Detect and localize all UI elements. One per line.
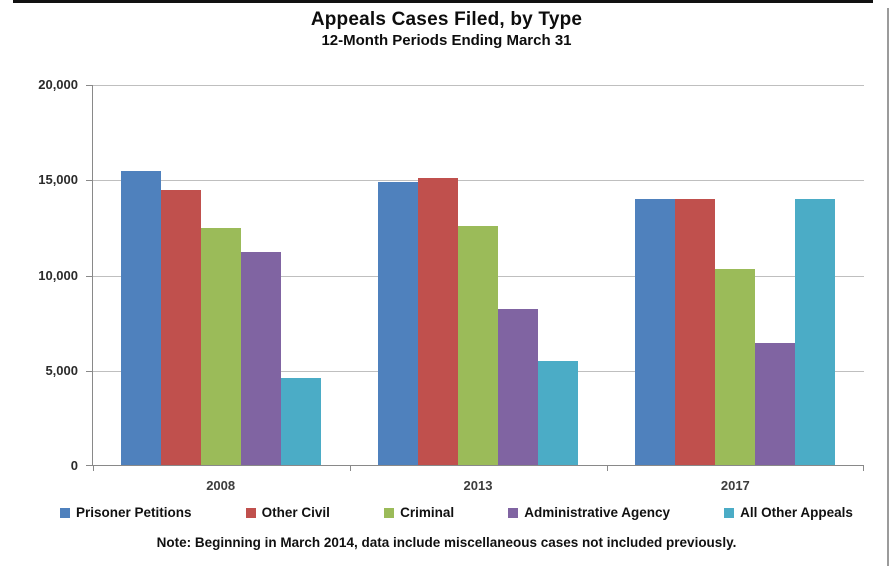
bar-2017-administrative-agency: [755, 343, 796, 465]
legend-label: All Other Appeals: [740, 505, 853, 520]
bar-2008-criminal: [201, 227, 242, 465]
legend-swatch-icon: [724, 507, 735, 518]
chart-title: Appeals Cases Filed, by Type: [310, 9, 583, 30]
top-border-line: [13, 0, 873, 3]
bar-2017-criminal: [715, 269, 756, 465]
legend-item-other-civil: Other Civil: [245, 505, 330, 520]
bar-2008-prisoner-petitions: [121, 170, 162, 465]
y-axis-label-10000: 10,000: [38, 267, 78, 283]
bar-2017-other-civil: [675, 199, 716, 465]
bar-2013-prisoner-petitions: [378, 181, 419, 465]
x-axis-label-2013: 2013: [463, 478, 493, 493]
x-axis-tick-0: [93, 466, 94, 471]
x-axis-line: [93, 465, 864, 466]
legend-item-all-other-appeals: All Other Appeals: [724, 505, 853, 520]
bar-group-2008: [93, 85, 350, 465]
gridline-20000: [93, 85, 864, 86]
bar-2013-other-civil: [418, 178, 459, 465]
bar-2017-all-other-appeals: [795, 199, 836, 465]
legend-label: Prisoner Petitions: [76, 505, 192, 520]
bar-2013-all-other-appeals: [538, 360, 579, 465]
legend-swatch-icon: [245, 507, 256, 518]
y-axis-label-15000: 15,000: [38, 172, 78, 188]
chart-subtitle: 12-Month Periods Ending March 31: [321, 32, 572, 49]
x-axis-label-2017: 2017: [720, 478, 750, 493]
legend-label: Other Civil: [261, 505, 330, 520]
y-axis-label-0: 0: [70, 458, 78, 473]
y-axis-label-5000: 5,000: [45, 362, 78, 378]
chart-note: Note: Beginning in March 2014, data incl…: [156, 535, 737, 550]
plot-area: [86, 85, 864, 471]
legend-label: Criminal: [400, 505, 455, 520]
y-axis-tick-10000: [86, 275, 93, 277]
x-axis-labels: 2008 2013 2017: [92, 478, 864, 493]
x-axis-tick-3: [863, 466, 864, 471]
bar-group-2013: [350, 85, 607, 465]
legend-item-administrative-agency: Administrative Agency: [508, 505, 670, 520]
legend-swatch-icon: [60, 507, 70, 518]
y-axis-tick-20000: [86, 85, 93, 86]
legend-swatch-icon: [508, 507, 519, 518]
y-axis-tick-5000: [86, 370, 93, 372]
gridline-15000: [93, 180, 864, 182]
x-axis-label-2008: 2008: [206, 478, 236, 493]
x-axis-tick-1: [349, 466, 351, 471]
bar-2008-other-civil: [161, 189, 202, 465]
bar-2013-criminal: [458, 225, 499, 465]
y-axis-labels: 0 5,000 10,000 15,000 20,000: [0, 77, 80, 473]
x-axis-tick-2: [606, 466, 608, 471]
bar-group-2017: [607, 85, 864, 465]
bar-2008-administrative-agency: [241, 252, 282, 465]
bar-2017-prisoner-petitions: [635, 199, 676, 465]
legend-label: Administrative Agency: [524, 505, 671, 520]
y-axis-label-20000: 20,000: [38, 77, 78, 92]
legend-swatch-icon: [384, 507, 395, 518]
bar-2008-all-other-appeals: [281, 377, 322, 465]
legend-item-prisoner-petitions: Prisoner Petitions: [60, 505, 192, 520]
right-border-line: [887, 8, 889, 566]
y-axis-tick-0: [86, 465, 93, 466]
bar-2013-administrative-agency: [498, 309, 539, 465]
y-axis-tick-15000: [86, 180, 93, 182]
legend: Prisoner Petitions Other Civil Criminal Adm…: [60, 505, 853, 520]
legend-item-criminal: Criminal: [384, 505, 454, 520]
